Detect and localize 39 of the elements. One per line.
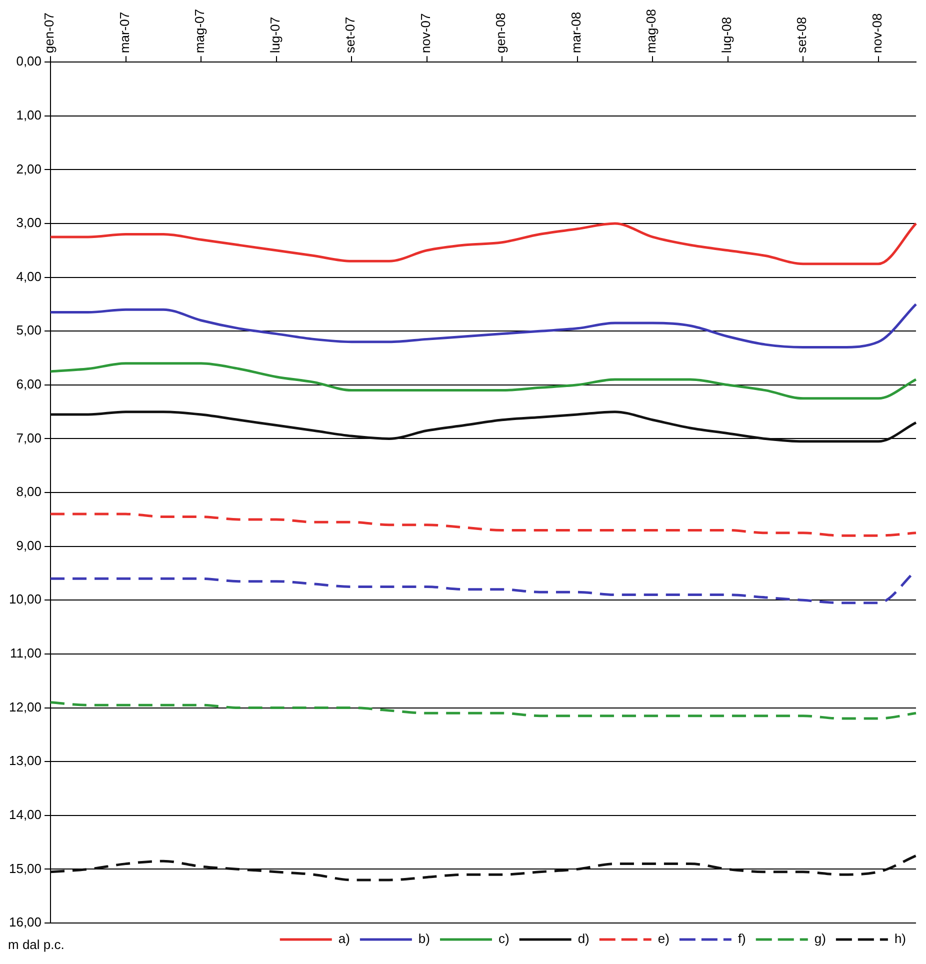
x-tick-label: mar-08 — [568, 12, 584, 54]
y-tick-label: 2,00 — [16, 161, 42, 176]
y-tick-label: 10,00 — [8, 592, 42, 607]
x-tick-label: gen-07 — [42, 12, 57, 54]
line-series — [49, 512, 918, 537]
x-tick-label: set-07 — [342, 16, 358, 54]
legend-label: d) — [578, 931, 590, 946]
x-tick-label: mag-08 — [644, 9, 659, 54]
y-tick-label: 6,00 — [16, 376, 42, 392]
legend-label: a) — [338, 931, 350, 946]
x-tick-label: nov-08 — [869, 13, 884, 54]
x-tick-label: set-08 — [794, 16, 810, 54]
y-tick-label: 1,00 — [16, 107, 42, 122]
y-tick-label: 3,00 — [16, 215, 42, 230]
legend-label: e) — [658, 931, 670, 946]
y-tick-label: 9,00 — [16, 538, 42, 553]
y-tick-label: 12,00 — [8, 699, 42, 714]
x-tick-label: gen-08 — [493, 12, 508, 54]
y-tick-label: 14,00 — [8, 806, 42, 822]
text: m dal p.c. — [8, 937, 64, 952]
x-tick-label: lug-07 — [267, 16, 282, 54]
legend-label: b) — [418, 931, 430, 946]
x-tick-label: mag-07 — [192, 9, 208, 54]
x-tick-label: mar-07 — [116, 12, 132, 54]
y-tick-label: 13,00 — [8, 753, 42, 768]
y-tick-label: 8,00 — [16, 484, 42, 500]
legend-label: c) — [498, 931, 510, 946]
y-tick-label: 0,00 — [16, 54, 42, 69]
x-tick-label: nov-07 — [418, 13, 433, 54]
x-tick-label: lug-08 — [718, 16, 734, 54]
y-tick-label: 7,00 — [16, 430, 42, 446]
legend-label: g) — [814, 931, 826, 946]
y-tick-label: 16,00 — [8, 914, 42, 930]
legend-label: h) — [894, 931, 906, 946]
y-tick-label: 11,00 — [10, 646, 42, 661]
y-tick-label: 5,00 — [16, 322, 42, 338]
y-tick-label: 15,00 — [8, 860, 42, 876]
y-tick-label: 4,00 — [16, 268, 42, 284]
legend-label: f) — [738, 931, 746, 946]
